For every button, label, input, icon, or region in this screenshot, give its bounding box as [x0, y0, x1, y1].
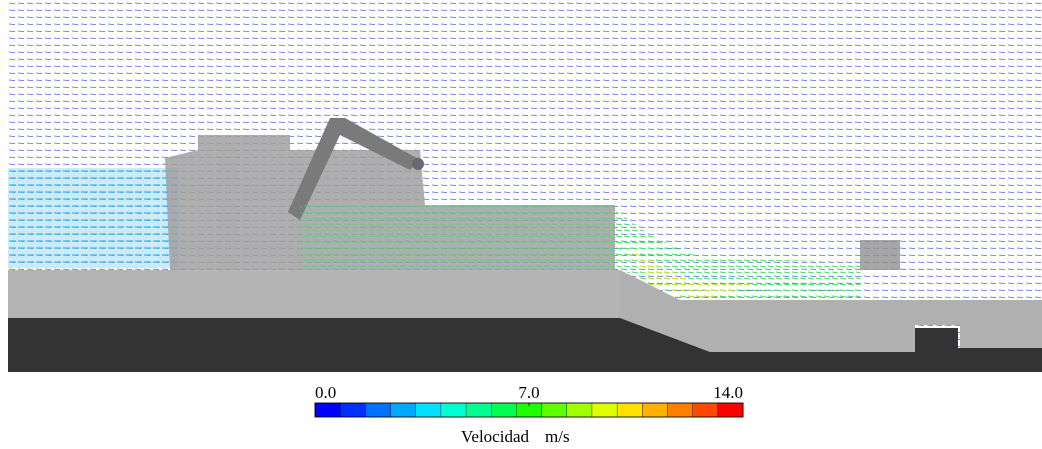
colorbar-tick-label: 0.0	[315, 383, 336, 402]
pivot	[412, 158, 424, 170]
colorbar-tick-label: 7.0	[518, 383, 539, 402]
colorbar-segment	[541, 402, 568, 418]
colorbar-segment	[566, 402, 593, 418]
downstream-floor	[620, 270, 1042, 352]
colorbar-segment	[591, 402, 618, 418]
bedrock	[8, 318, 1042, 372]
colorbar-segment	[440, 402, 467, 418]
colorbar-segment	[390, 402, 417, 418]
colorbar-unit: m/s	[545, 427, 570, 446]
colorbar-tick-label: 14.0	[713, 383, 743, 402]
colorbar-segment	[491, 402, 517, 418]
ground	[8, 270, 620, 318]
colorbar-segment	[667, 402, 694, 418]
colorbar-segment	[339, 402, 366, 418]
colorbar-segment	[365, 402, 392, 418]
colorbar-segment	[616, 402, 643, 418]
block	[860, 240, 900, 270]
colorbar: Velocidad m/s 0.0 7.0 14.0	[314, 383, 744, 446]
water-vectors	[8, 168, 178, 268]
colorbar-segment	[314, 402, 341, 418]
colorbar-segment	[642, 402, 668, 418]
colorbar-segment	[717, 402, 744, 418]
jet-core	[630, 250, 760, 300]
flow-vectors	[300, 205, 615, 275]
scene	[8, 0, 1042, 372]
colorbar-segment	[415, 402, 442, 418]
gate-arm	[288, 118, 420, 220]
colorbar-segment	[692, 402, 719, 418]
colorbar-label: Velocidad	[461, 427, 529, 446]
colorbar-segment	[465, 402, 492, 418]
